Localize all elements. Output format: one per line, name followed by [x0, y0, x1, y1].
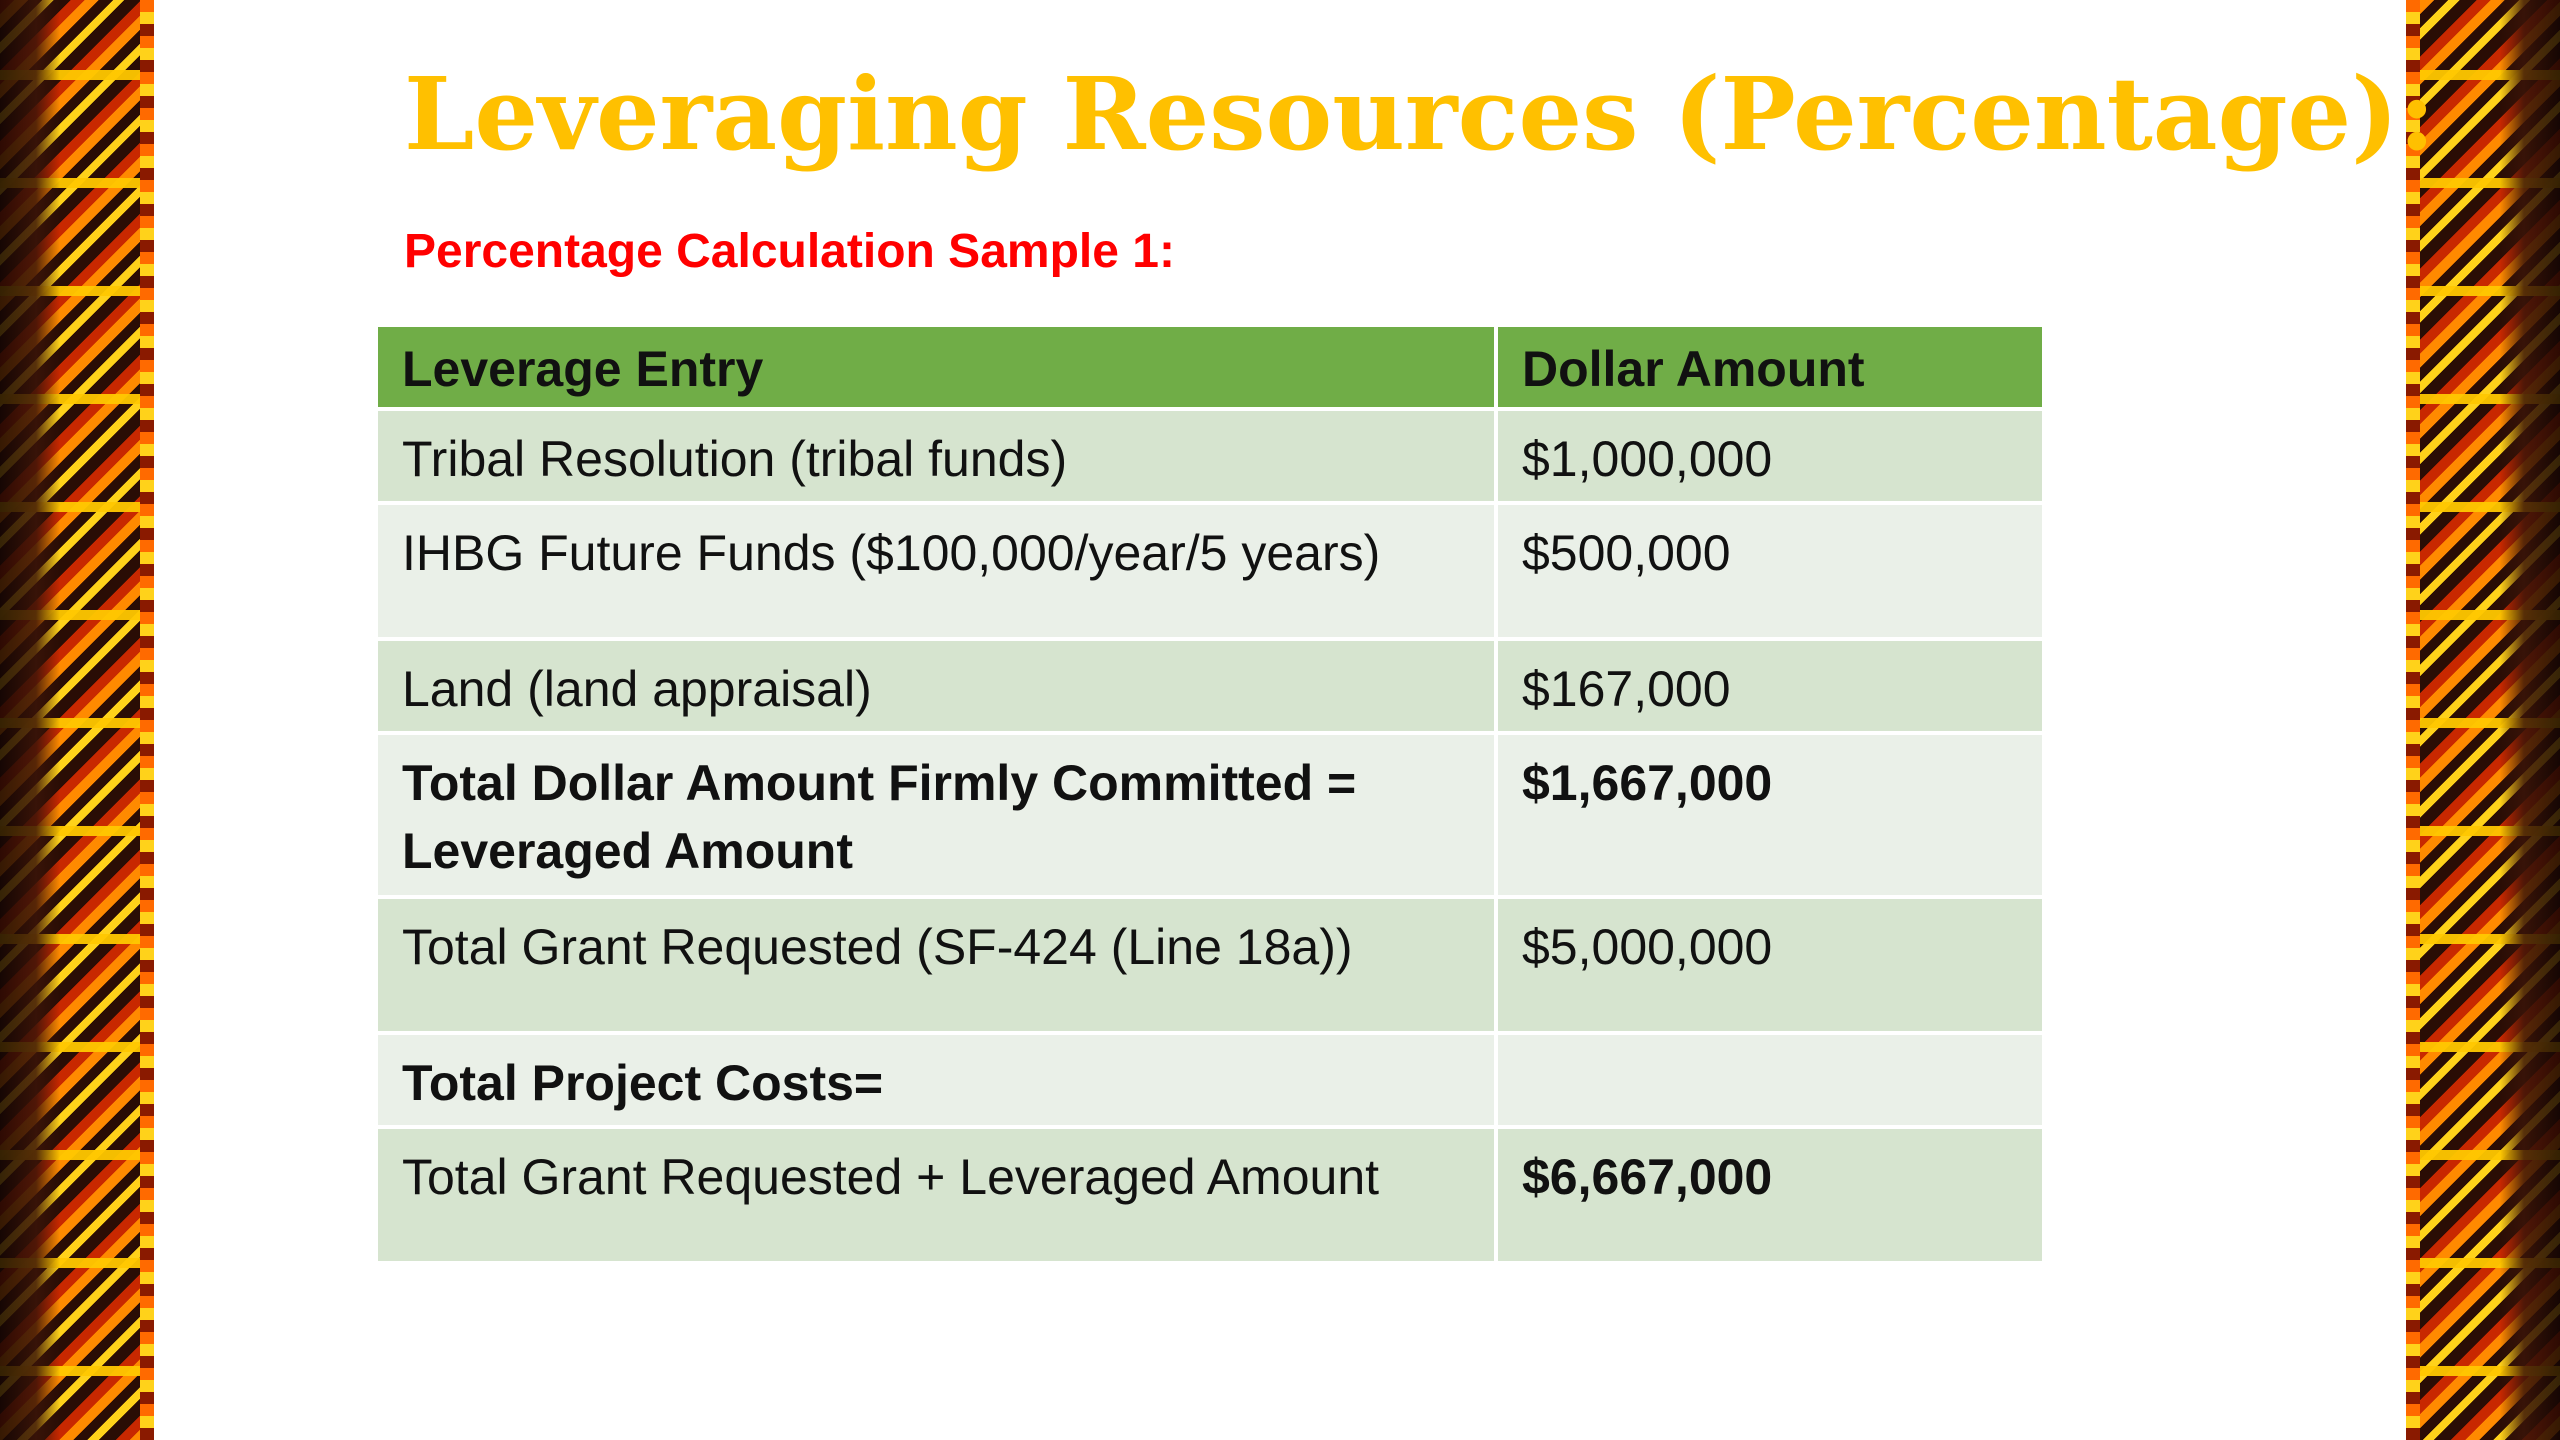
table-row: Total Project Costs= [378, 1035, 2042, 1129]
border-shade [0, 0, 60, 1440]
leverage-entry-cell: Total Dollar Amount Firmly Committed = L… [378, 735, 1494, 899]
table-header-row: Leverage Entry Dollar Amount [378, 327, 2042, 411]
leverage-entry-cell: Tribal Resolution (tribal funds) [378, 411, 1494, 505]
leverage-entry-cell: Total Grant Requested + Leveraged Amount [378, 1129, 1494, 1265]
leverage-entry-cell: IHBG Future Funds ($100,000/year/5 years… [378, 505, 1494, 641]
table-row: Tribal Resolution (tribal funds) $1,000,… [378, 411, 2042, 505]
decorative-border-left [0, 0, 154, 1440]
dollar-amount-cell: $500,000 [1494, 505, 2042, 641]
table-row: Total Dollar Amount Firmly Committed = L… [378, 735, 2042, 899]
slide-subtitle: Percentage Calculation Sample 1: [404, 225, 1175, 278]
column-header-leverage-entry: Leverage Entry [378, 327, 1494, 411]
dollar-amount-cell: $1,000,000 [1494, 411, 2042, 505]
leverage-entry-cell: Land (land appraisal) [378, 641, 1494, 735]
dollar-amount-cell: $167,000 [1494, 641, 2042, 735]
leverage-entry-cell: Total Grant Requested (SF-424 (Line 18a)… [378, 899, 1494, 1035]
slide-title: Leveraging Resources (Percentage): [404, 55, 2436, 173]
column-header-dollar-amount: Dollar Amount [1494, 327, 2042, 411]
dollar-amount-cell: $6,667,000 [1494, 1129, 2042, 1265]
table-row: IHBG Future Funds ($100,000/year/5 years… [378, 505, 2042, 641]
dollar-amount-cell: $5,000,000 [1494, 899, 2042, 1035]
dollar-amount-cell: $1,667,000 [1494, 735, 2042, 899]
leverage-entry-cell: Total Project Costs= [378, 1035, 1494, 1129]
table-row: Total Grant Requested + Leveraged Amount… [378, 1129, 2042, 1265]
dollar-amount-cell [1494, 1035, 2042, 1129]
decorative-border-right [2406, 0, 2560, 1440]
border-stripe [140, 0, 154, 1440]
table-row: Total Grant Requested (SF-424 (Line 18a)… [378, 899, 2042, 1035]
border-stripe [2406, 0, 2420, 1440]
table-row: Land (land appraisal) $167,000 [378, 641, 2042, 735]
leverage-table: Leverage Entry Dollar Amount Tribal Reso… [378, 327, 2042, 1265]
border-shade [2500, 0, 2560, 1440]
